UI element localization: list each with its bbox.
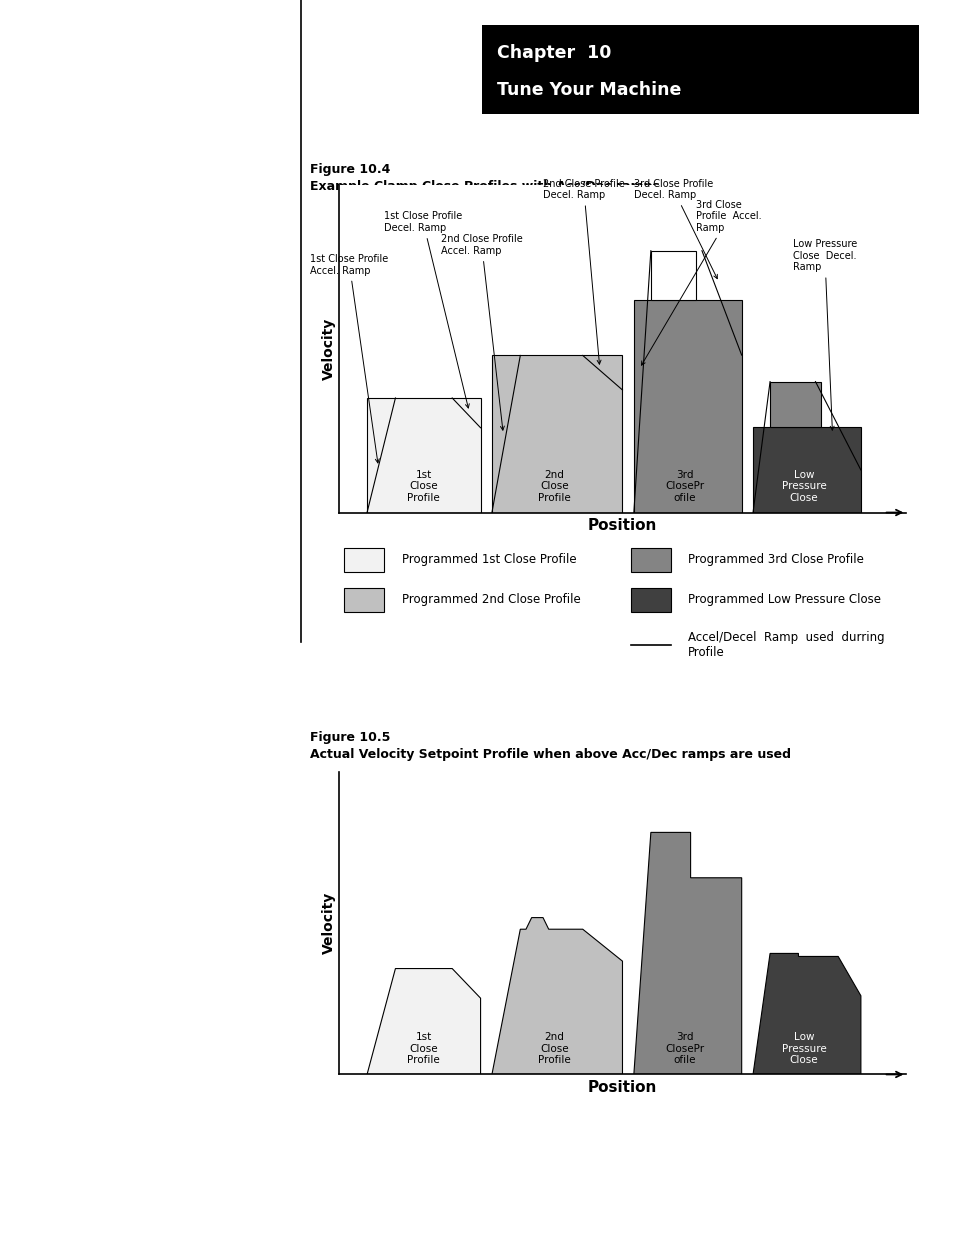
Text: Actual Velocity Setpoint Profile when above Acc/Dec ramps are used: Actual Velocity Setpoint Profile when ab… bbox=[310, 748, 790, 762]
Text: 3rd Close
Profile  Accel.
Ramp: 3rd Close Profile Accel. Ramp bbox=[640, 200, 761, 366]
Bar bbox=[344, 547, 384, 572]
Text: Programmed 1st Close Profile: Programmed 1st Close Profile bbox=[401, 553, 576, 566]
Text: Low
Pressure
Close: Low Pressure Close bbox=[781, 1032, 825, 1066]
Text: Programmed 2nd Close Profile: Programmed 2nd Close Profile bbox=[401, 593, 579, 606]
Text: Tune Your Machine: Tune Your Machine bbox=[497, 80, 680, 99]
Text: 2nd
Close
Profile: 2nd Close Profile bbox=[537, 1032, 570, 1066]
Text: Figure 10.5: Figure 10.5 bbox=[310, 731, 390, 745]
Bar bbox=[769, 382, 821, 427]
Bar bbox=[752, 427, 860, 513]
Text: Programmed 3rd Close Profile: Programmed 3rd Close Profile bbox=[687, 553, 862, 566]
Text: 2nd Close Profile
Decel. Ramp: 2nd Close Profile Decel. Ramp bbox=[542, 179, 624, 364]
Y-axis label: Velocity: Velocity bbox=[321, 892, 335, 955]
Text: 2nd
Close
Profile: 2nd Close Profile bbox=[537, 469, 570, 503]
Bar bbox=[492, 356, 621, 513]
Text: Example Clamp Close Profiles with Acc/Dec ramps: Example Clamp Close Profiles with Acc/De… bbox=[310, 180, 659, 194]
Text: 3rd
ClosePr
ofile: 3rd ClosePr ofile bbox=[664, 469, 703, 503]
Bar bbox=[344, 588, 384, 611]
Bar bbox=[630, 547, 670, 572]
Text: Figure 10.4: Figure 10.4 bbox=[310, 163, 390, 177]
Text: Low Pressure
Close  Decel.
Ramp: Low Pressure Close Decel. Ramp bbox=[792, 240, 856, 430]
Polygon shape bbox=[752, 953, 860, 1074]
Bar bbox=[633, 300, 740, 513]
Text: Accel/Decel  Ramp  used  durring
Profile: Accel/Decel Ramp used durring Profile bbox=[687, 631, 883, 659]
Text: 3rd
ClosePr
ofile: 3rd ClosePr ofile bbox=[664, 1032, 703, 1066]
Text: 3rd Close Profile
Decel. Ramp: 3rd Close Profile Decel. Ramp bbox=[633, 179, 717, 279]
Bar bbox=[650, 251, 696, 300]
Bar bbox=[481, 25, 918, 114]
Polygon shape bbox=[633, 832, 740, 1074]
X-axis label: Position: Position bbox=[587, 517, 657, 534]
Text: Programmed Low Pressure Close: Programmed Low Pressure Close bbox=[687, 593, 880, 606]
X-axis label: Position: Position bbox=[587, 1079, 657, 1095]
Text: 1st Close Profile
Accel. Ramp: 1st Close Profile Accel. Ramp bbox=[310, 254, 388, 463]
Text: 1st
Close
Profile: 1st Close Profile bbox=[407, 469, 439, 503]
Text: 2nd Close Profile
Accel. Ramp: 2nd Close Profile Accel. Ramp bbox=[440, 235, 522, 430]
Polygon shape bbox=[492, 918, 621, 1074]
Text: 1st Close Profile
Decel. Ramp: 1st Close Profile Decel. Ramp bbox=[384, 211, 469, 408]
Polygon shape bbox=[367, 968, 480, 1074]
Text: Chapter  10: Chapter 10 bbox=[497, 44, 611, 63]
Text: 1st
Close
Profile: 1st Close Profile bbox=[407, 1032, 439, 1066]
Bar bbox=[630, 588, 670, 611]
Text: Low
Pressure
Close: Low Pressure Close bbox=[781, 469, 825, 503]
Y-axis label: Velocity: Velocity bbox=[321, 317, 335, 380]
Bar bbox=[367, 398, 480, 513]
